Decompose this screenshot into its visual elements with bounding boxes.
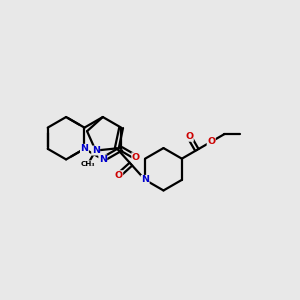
Text: N: N — [141, 176, 149, 184]
Text: O: O — [115, 171, 123, 180]
Text: CH₃: CH₃ — [81, 161, 95, 167]
Text: N: N — [80, 144, 88, 153]
Text: O: O — [132, 153, 140, 162]
Text: O: O — [185, 132, 193, 141]
Text: O: O — [207, 137, 215, 146]
Text: N: N — [92, 146, 100, 155]
Text: N: N — [99, 155, 107, 164]
